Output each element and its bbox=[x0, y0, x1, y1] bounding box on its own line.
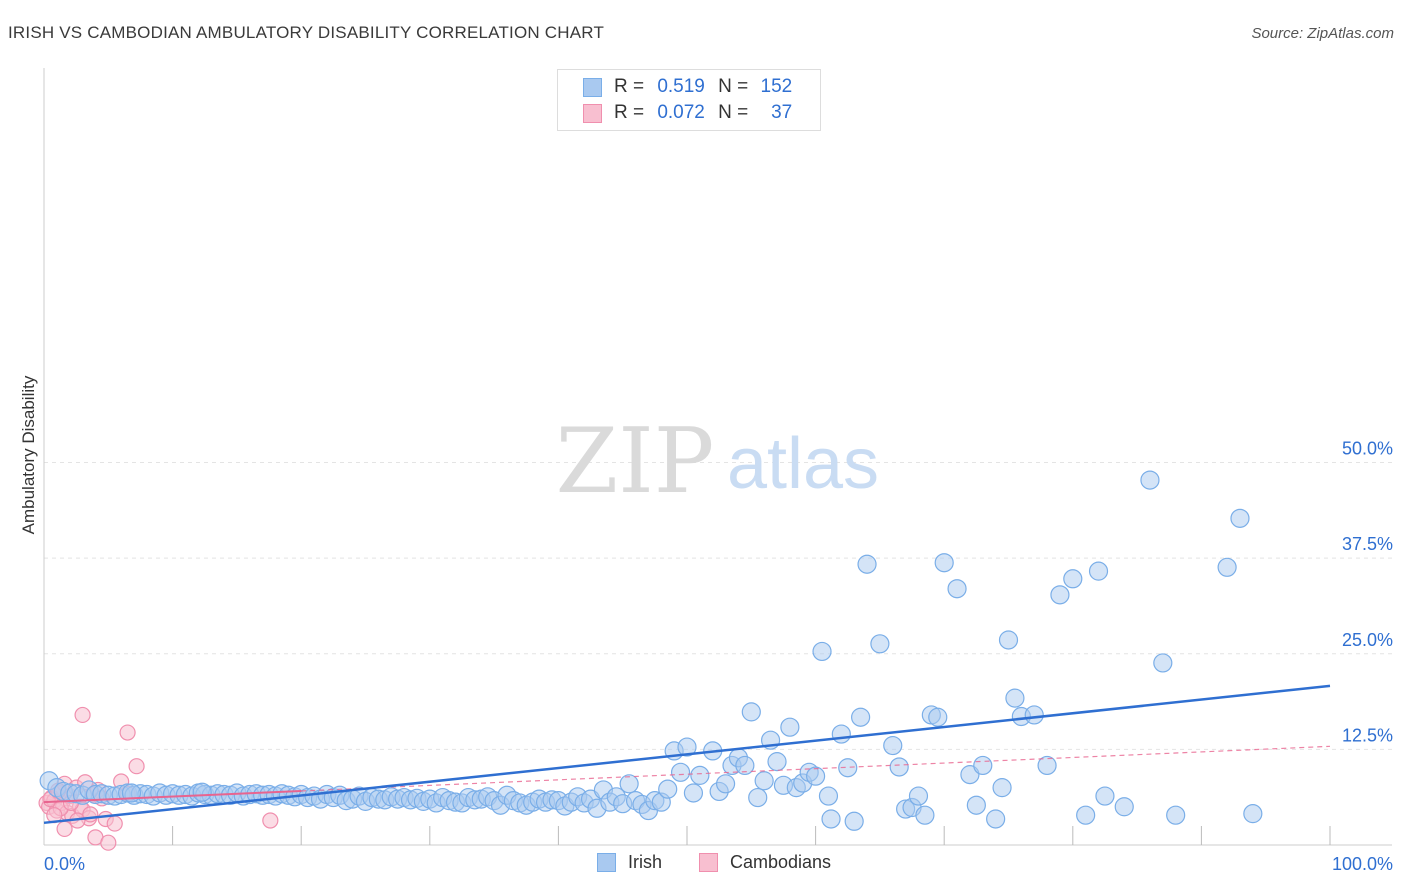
irish-point bbox=[715, 774, 736, 794]
irish-point bbox=[1024, 705, 1044, 725]
irish-point bbox=[683, 783, 704, 803]
irish-point bbox=[992, 778, 1012, 798]
cambodian-trendline-dashed bbox=[301, 745, 1331, 792]
chart-title: IRISH VS CAMBODIAN AMBULATORY DISABILITY… bbox=[8, 23, 605, 42]
legend-n-value: 152 bbox=[760, 76, 793, 97]
watermark: ZIP atlas bbox=[556, 409, 879, 514]
legend-r-value: 0.519 bbox=[657, 76, 705, 97]
irish-point bbox=[1005, 688, 1025, 708]
irish-point bbox=[677, 737, 697, 757]
irish-point bbox=[1230, 508, 1250, 528]
irish-point bbox=[973, 755, 993, 776]
irish-point bbox=[1140, 470, 1160, 490]
y-tick-label: 25.0% bbox=[1342, 630, 1393, 650]
irish-point bbox=[934, 553, 954, 573]
irish-point bbox=[1063, 569, 1083, 589]
irish-point bbox=[851, 707, 871, 727]
irish-point bbox=[928, 707, 948, 727]
irish-point bbox=[780, 717, 800, 737]
irish-point bbox=[1153, 653, 1173, 673]
legend-r-value: 0.072 bbox=[657, 102, 705, 123]
irish-point bbox=[690, 765, 710, 785]
irish-point bbox=[1076, 805, 1096, 825]
irish-point bbox=[1037, 755, 1057, 776]
irish-point bbox=[818, 786, 839, 806]
legend-r-label: R = bbox=[614, 102, 645, 123]
irish-point bbox=[735, 755, 755, 776]
irish-point bbox=[619, 774, 639, 794]
irish-point bbox=[805, 766, 826, 786]
bottom-legend-label-irish: Irish bbox=[628, 852, 663, 872]
bottom-legend-swatch-irish bbox=[597, 853, 616, 872]
irish-point bbox=[947, 579, 967, 599]
legend-n-label: N = bbox=[718, 102, 749, 123]
cambodian-point bbox=[100, 834, 117, 851]
legend-row-cambodians: R = 0.072 N = 37 bbox=[583, 101, 792, 125]
stats-legend: R = 0.519 N = 152 R = 0.072 N = 37 bbox=[557, 69, 821, 131]
irish-point bbox=[748, 787, 768, 808]
irish-point bbox=[998, 630, 1019, 650]
x-tick-label: 0.0% bbox=[44, 854, 85, 874]
cambodian-point bbox=[128, 758, 145, 775]
y-tick-label: 50.0% bbox=[1342, 439, 1393, 459]
cambodian-points bbox=[38, 706, 279, 851]
y-tick-label: 12.5% bbox=[1342, 725, 1393, 745]
irish-point bbox=[1166, 805, 1186, 825]
cambodian-point bbox=[106, 815, 123, 832]
irish-trendline bbox=[43, 684, 1331, 825]
irish-point bbox=[1217, 557, 1237, 577]
irish-point bbox=[1050, 585, 1070, 605]
source-credit: Source: ZipAtlas.com bbox=[1251, 25, 1394, 42]
legend-row-irish: R = 0.519 N = 152 bbox=[583, 75, 792, 99]
irish-point bbox=[870, 634, 890, 654]
cambodian-point bbox=[74, 706, 91, 724]
irish-point bbox=[915, 805, 935, 825]
bottom-legend-irish: Irish bbox=[597, 852, 662, 873]
legend-n-label: N = bbox=[718, 76, 749, 97]
irish-point bbox=[883, 735, 903, 756]
irish-point bbox=[658, 779, 678, 799]
bottom-legend-cambodians: Cambodians bbox=[699, 852, 831, 873]
irish-point bbox=[986, 809, 1006, 829]
y-tick-label: 37.5% bbox=[1342, 534, 1393, 554]
irish-point bbox=[812, 641, 832, 662]
irish-point bbox=[857, 554, 877, 574]
axes bbox=[43, 68, 1392, 846]
irish-point bbox=[192, 782, 212, 802]
irish-point bbox=[754, 771, 774, 791]
tick-labels: 12.5% 25.0% 37.5% 50.0% 0.0% 100.0% bbox=[44, 439, 1393, 875]
cambodian-point bbox=[262, 812, 279, 829]
watermark-atlas: atlas bbox=[727, 424, 879, 504]
cambodian-point bbox=[56, 820, 73, 838]
y-axis-label: Ambulatory Disability bbox=[19, 375, 38, 534]
irish-point bbox=[741, 702, 761, 722]
irish-point bbox=[908, 786, 929, 806]
grid-lines bbox=[44, 462, 1392, 750]
x-tick-label: 100.0% bbox=[1332, 854, 1393, 874]
legend-n-value: 37 bbox=[771, 102, 793, 123]
irish-points bbox=[39, 470, 1263, 831]
irish-point bbox=[670, 762, 691, 782]
irish-point bbox=[1243, 804, 1263, 824]
legend-r-label: R = bbox=[614, 76, 645, 97]
irish-point bbox=[831, 724, 851, 744]
bottom-legend-swatch-cambodians bbox=[699, 853, 718, 872]
irish-point bbox=[1095, 786, 1115, 806]
legend-swatch-cambodians bbox=[583, 103, 602, 123]
irish-point bbox=[838, 758, 858, 778]
irish-point bbox=[767, 752, 787, 772]
irish-point bbox=[844, 811, 864, 831]
cambodian-trendline-solid bbox=[43, 789, 302, 804]
irish-point bbox=[821, 809, 841, 829]
legend-swatch-irish bbox=[583, 77, 602, 97]
cambodian-point bbox=[119, 724, 136, 741]
trendlines bbox=[43, 684, 1331, 825]
irish-point bbox=[1114, 797, 1134, 817]
watermark-zip: ZIP bbox=[556, 409, 715, 514]
irish-point bbox=[1088, 561, 1109, 581]
bottom-legend-label-cambodians: Cambodians bbox=[730, 852, 832, 872]
irish-point bbox=[966, 795, 986, 815]
irish-point bbox=[889, 757, 909, 777]
